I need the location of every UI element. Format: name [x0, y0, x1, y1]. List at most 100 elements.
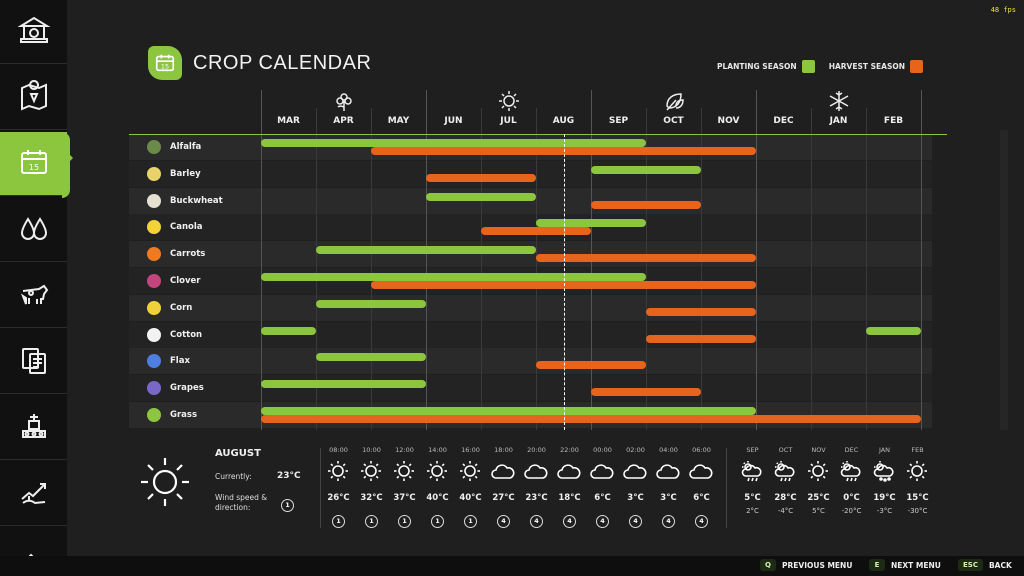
monthly-forecast: SEP 5°C 2°C [736, 440, 769, 535]
wind-value: 4 [629, 515, 642, 528]
factory-icon [17, 409, 51, 447]
wind-value: 4 [662, 515, 675, 528]
buckwheat-icon [147, 193, 161, 208]
planting-season-bar [261, 139, 646, 147]
cloud-icon [622, 460, 648, 482]
crop-row[interactable]: Carrots [129, 241, 932, 268]
forecast-temp: 37°C [393, 493, 416, 503]
wind-indicator: 1 [431, 515, 445, 529]
sun-cloud-hail-icon [871, 460, 897, 482]
previous-menu-label: PREVIOUS MENU [782, 560, 853, 570]
crop-row[interactable]: Cotton [129, 321, 932, 348]
forecast-temp: 6°C [693, 493, 710, 503]
monthly-forecast: JAN 19°C -3°C [868, 440, 901, 535]
current-wind-indicator: 1 [281, 499, 294, 512]
legend-planting-swatch [801, 60, 815, 73]
planting-season-bar [316, 353, 426, 362]
hourly-forecast: 08:00 26°C 1 [322, 440, 355, 535]
cotton-icon [147, 327, 161, 342]
wind-value: 1 [365, 515, 378, 528]
title-icon-label: 15 [161, 63, 169, 71]
right-edge-panel [1000, 130, 1008, 430]
wind-indicator: 4 [530, 515, 544, 529]
month-label: APR [333, 116, 354, 126]
weather-divider [726, 448, 727, 528]
sidebar-item-factory[interactable] [0, 396, 67, 460]
wind-indicator: 1 [332, 515, 346, 529]
crop-row[interactable]: Buckwheat [129, 187, 932, 214]
back-button[interactable]: ESC BACK [958, 559, 1012, 571]
hourly-forecast: 20:00 23°C 4 [520, 440, 553, 535]
sidebar-item-water-drops[interactable] [0, 198, 67, 262]
weather-panel: AUGUST Currently: 23°C Wind speed & dire… [129, 440, 932, 540]
forecast-time: 10:00 [362, 446, 381, 454]
next-menu-button[interactable]: E NEXT MENU [869, 559, 941, 571]
forecast-low: -4°C [777, 507, 794, 515]
hourly-forecast: 02:00 3°C 4 [619, 440, 652, 535]
planting-season-bar [316, 246, 536, 255]
corn-icon [147, 300, 161, 315]
map-icon [17, 79, 51, 117]
current-wind-value: 1 [281, 499, 294, 512]
forecast-high: 19°C [873, 493, 896, 503]
forecast-temp: 26°C [327, 493, 350, 503]
forecast-time: 18:00 [494, 446, 513, 454]
sidebar-item-finance-chart[interactable] [0, 462, 67, 526]
sidebar-item-cow[interactable] [0, 264, 67, 328]
spring-flower-icon [333, 90, 355, 112]
crop-row[interactable]: Grapes [129, 375, 932, 402]
crop-row[interactable]: Flax [129, 348, 932, 375]
hourly-forecast: 00:00 6°C 4 [586, 440, 619, 535]
cow-icon [17, 277, 51, 315]
harvest-season-bar [481, 227, 591, 236]
monthly-forecast: DEC 0°C -20°C [835, 440, 868, 535]
wind-indicator: 1 [398, 515, 412, 529]
canola-icon [147, 220, 161, 235]
calendar-icon: 15 [17, 145, 51, 183]
flax-icon [147, 354, 161, 369]
carrots-icon [147, 247, 161, 262]
hourly-forecast: 14:00 40°C 1 [421, 440, 454, 535]
page-title: CROP CALENDAR [193, 52, 372, 74]
barley-icon [147, 166, 161, 181]
month-label: MAR [277, 116, 300, 126]
sidebar: 15 [0, 0, 67, 562]
month-gridline [536, 108, 537, 430]
planting-season-bar [866, 326, 921, 335]
summer-sun-icon [498, 90, 520, 112]
forecast-time: 22:00 [560, 446, 579, 454]
sidebar-item-calendar[interactable]: 15 [0, 132, 67, 196]
harvest-season-bar [261, 415, 921, 423]
sun-icon [391, 460, 417, 482]
forecast-high: 0°C [843, 493, 860, 503]
sun-icon [457, 460, 483, 482]
forecast-low: -3°C [876, 507, 893, 515]
month-gridline [811, 108, 812, 430]
forecast-temp: 40°C [459, 493, 482, 503]
winter-snowflake-icon [828, 90, 850, 112]
harvest-season-bar [536, 254, 756, 263]
wind-value: 1 [464, 515, 477, 528]
forecast-time: 08:00 [329, 446, 348, 454]
bank-icon [16, 13, 51, 51]
forecast-low: 2°C [746, 507, 759, 515]
crop-name: Corn [170, 302, 193, 313]
forecast-high: 5°C [744, 493, 761, 503]
crop-calendar: Alfalfa Barley Buckwheat Canola Carrots Clove… [129, 90, 947, 430]
sun-icon [904, 460, 930, 482]
crop-name: Carrots [170, 249, 206, 260]
sidebar-item-map[interactable] [0, 66, 67, 130]
forecast-time: 20:00 [527, 446, 546, 454]
forecast-temp: 3°C [627, 493, 644, 503]
crop-name: Grass [170, 410, 198, 420]
footer-bar: Q PREVIOUS MENU E NEXT MENU ESC BACK [0, 556, 1024, 576]
month-gridline [426, 90, 427, 430]
crop-row[interactable]: Corn [129, 294, 932, 321]
forecast-high: 25°C [807, 493, 830, 503]
forecast-temp: 6°C [594, 493, 611, 503]
forecast-month: DEC [844, 446, 859, 454]
wind-value: 1 [332, 515, 345, 528]
sidebar-item-documents[interactable] [0, 330, 67, 394]
previous-menu-button[interactable]: Q PREVIOUS MENU [760, 559, 852, 571]
sidebar-item-bank[interactable] [0, 0, 67, 64]
